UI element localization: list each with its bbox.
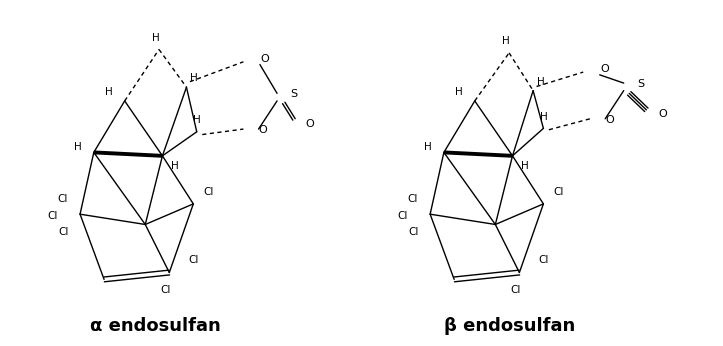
Text: O: O xyxy=(659,109,667,119)
Text: H: H xyxy=(193,115,200,125)
Text: H: H xyxy=(536,77,544,87)
Text: H: H xyxy=(502,36,510,46)
Text: H: H xyxy=(74,142,82,152)
Text: S: S xyxy=(290,89,297,99)
Text: Cl: Cl xyxy=(204,187,214,197)
Text: H: H xyxy=(190,73,197,83)
Text: β endosulfan: β endosulfan xyxy=(444,317,575,335)
Text: Cl: Cl xyxy=(57,194,68,204)
Text: H: H xyxy=(152,33,160,43)
Text: H: H xyxy=(106,87,113,97)
Text: O: O xyxy=(605,115,614,125)
Text: O: O xyxy=(259,126,268,135)
Text: S: S xyxy=(637,79,644,89)
Text: O: O xyxy=(600,64,609,74)
Text: Cl: Cl xyxy=(48,211,58,220)
Text: O: O xyxy=(305,119,314,129)
Text: H: H xyxy=(455,87,463,97)
Text: H: H xyxy=(539,112,547,122)
Text: O: O xyxy=(260,54,270,64)
Text: Cl: Cl xyxy=(408,194,418,204)
Text: α endosulfan: α endosulfan xyxy=(90,317,221,335)
Text: H: H xyxy=(171,161,179,171)
Text: Cl: Cl xyxy=(539,255,549,265)
Text: Cl: Cl xyxy=(161,285,171,295)
Text: H: H xyxy=(521,161,529,171)
Text: Cl: Cl xyxy=(59,227,69,237)
Text: Cl: Cl xyxy=(398,211,408,220)
Text: H: H xyxy=(424,142,432,152)
Text: Cl: Cl xyxy=(554,187,564,197)
Text: Cl: Cl xyxy=(510,285,521,295)
Text: Cl: Cl xyxy=(408,227,419,237)
Text: Cl: Cl xyxy=(189,255,199,265)
